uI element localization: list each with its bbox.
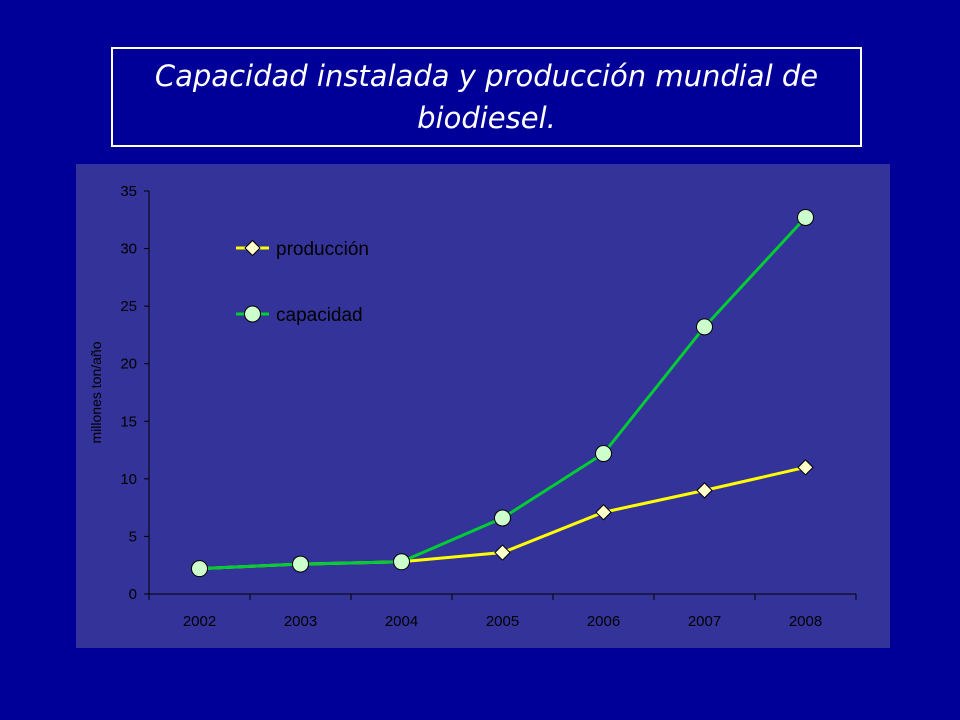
legend-marker-produccion <box>244 239 261 257</box>
y-tick-label: 0 <box>129 586 137 603</box>
y-tick-label: 10 <box>120 471 137 488</box>
y-tick-label: 15 <box>120 413 137 430</box>
y-tick-label: 25 <box>120 298 137 315</box>
capacidad-point <box>494 509 511 527</box>
y-tick-label: 5 <box>129 528 137 545</box>
x-tick-label: 2003 <box>284 613 317 630</box>
page-title: Capacidad instalada y producción mundial… <box>154 59 819 135</box>
capacidad-point <box>393 553 410 571</box>
capacidad-point <box>696 318 713 336</box>
x-tick-label: 2004 <box>385 613 418 630</box>
x-tick-label: 2002 <box>183 613 216 630</box>
capacidad-point <box>191 560 208 578</box>
legend-marker-capacidad <box>244 305 261 323</box>
y-tick-label: 20 <box>120 356 137 373</box>
x-tick-label: 2005 <box>486 613 519 630</box>
produccion-point <box>797 459 814 476</box>
legend-label-capacidad: capacidad <box>276 305 363 326</box>
capacidad-point <box>292 555 309 573</box>
title-box: Capacidad instalada y producción mundial… <box>111 47 862 147</box>
capacidad-point <box>797 208 814 226</box>
x-tick-label: 2007 <box>688 613 721 630</box>
capacidad-point <box>595 445 612 463</box>
x-tick-label: 2008 <box>789 613 822 630</box>
y-tick-label: 35 <box>120 183 137 200</box>
produccion-point <box>696 482 713 499</box>
produccion-point <box>595 504 612 521</box>
x-tick-label: 2006 <box>587 613 620 630</box>
legend-label-produccion: producción <box>276 239 369 260</box>
y-axis-title: millones ton/año <box>88 341 104 443</box>
produccion-point <box>494 544 511 561</box>
y-tick-label: 30 <box>120 241 137 258</box>
